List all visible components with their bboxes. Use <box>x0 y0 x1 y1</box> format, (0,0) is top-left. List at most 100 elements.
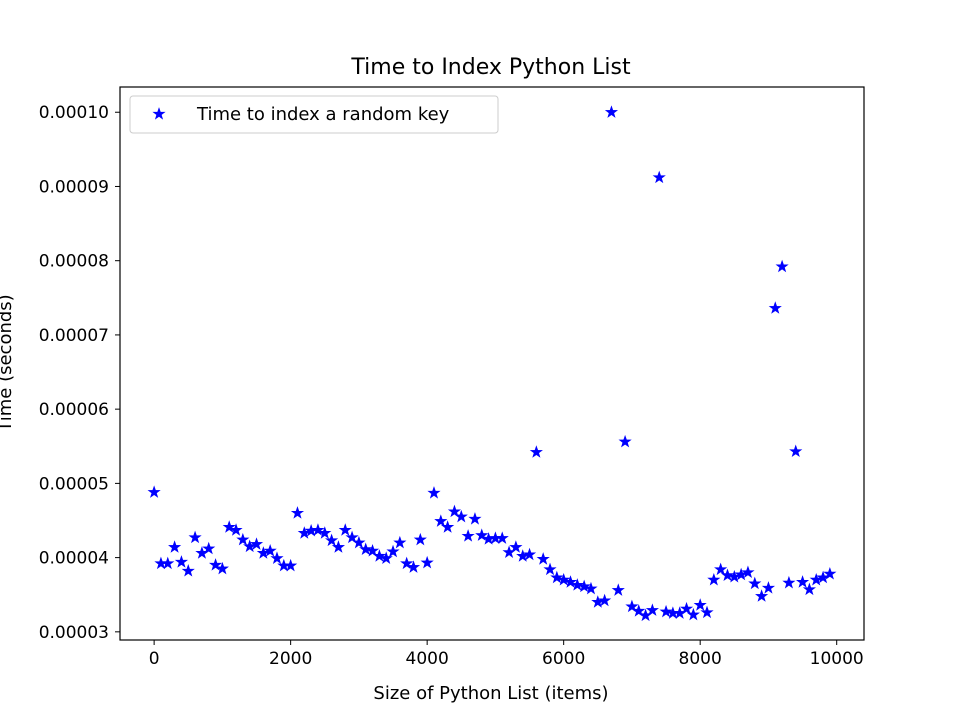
x-tick-label: 6000 <box>542 649 585 669</box>
y-tick-label: 0.00010 <box>39 103 109 123</box>
data-point <box>598 593 612 607</box>
y-tick-label: 0.00003 <box>39 623 109 643</box>
data-point <box>188 530 202 544</box>
legend-box <box>129 95 499 134</box>
data-point <box>775 259 789 273</box>
data-point <box>318 526 332 539</box>
data-point <box>372 549 386 562</box>
data-point <box>420 555 434 569</box>
data-point <box>563 575 578 588</box>
data-point <box>365 544 380 557</box>
data-point <box>652 170 666 184</box>
data-point <box>359 542 373 556</box>
y-tick-label: 0.00006 <box>39 400 109 420</box>
x-tick-label: 4000 <box>406 649 449 669</box>
data-point <box>720 568 735 582</box>
data-point <box>352 535 366 549</box>
data-point <box>802 582 816 596</box>
x-tick-label: 0 <box>149 649 160 669</box>
data-point <box>161 556 175 570</box>
chart-title: Time to Index Python List <box>350 55 631 80</box>
data-point <box>768 301 782 314</box>
data-point <box>625 599 639 613</box>
data-point <box>714 562 728 576</box>
x-tick-label: 2000 <box>269 649 312 669</box>
data-point <box>406 560 421 573</box>
data-point <box>741 565 755 579</box>
data-point <box>693 598 707 611</box>
data-point <box>611 583 625 596</box>
data-point <box>325 533 339 547</box>
data-point <box>495 531 509 544</box>
data-point <box>434 514 448 527</box>
data-point <box>522 547 537 561</box>
data-point <box>679 601 694 615</box>
data-point <box>441 520 455 533</box>
data-point <box>618 434 632 448</box>
data-point <box>782 575 796 589</box>
data-point <box>338 523 352 536</box>
data-point <box>468 512 482 525</box>
x-axis-label: Size of Python List (items) <box>373 683 608 704</box>
x-tick-label: 8000 <box>679 649 722 669</box>
data-point <box>509 540 523 553</box>
data-point <box>263 544 277 557</box>
data-point <box>632 604 646 617</box>
data-point <box>290 506 305 519</box>
data-point <box>823 567 837 580</box>
data-point <box>604 105 619 118</box>
data-point <box>536 552 550 565</box>
data-point <box>413 532 427 546</box>
data-point <box>686 607 700 621</box>
plot-area: 0 2000 4000 6000 8000 10000 0.000030.000040.0… <box>39 86 865 669</box>
data-point <box>447 504 462 518</box>
y-tick-label: 0.00009 <box>39 177 109 197</box>
data-point <box>208 558 223 571</box>
data-point <box>270 551 284 564</box>
data-point <box>570 578 584 591</box>
data-point <box>379 551 393 564</box>
data-point <box>454 509 468 523</box>
data-point <box>789 444 803 458</box>
data-point <box>584 581 598 595</box>
data-point <box>168 540 182 553</box>
y-axis: 0.00003 0.00004 0.00005 0.00006 0.00007 0.000… <box>39 103 120 643</box>
data-point <box>174 555 189 568</box>
data-point <box>557 572 571 586</box>
data-point <box>215 561 229 575</box>
y-tick-label: 0.00005 <box>39 474 109 494</box>
axes-frame <box>119 86 865 641</box>
data-point <box>700 605 714 619</box>
data-point <box>659 604 673 618</box>
x-tick-label: 10000 <box>810 649 864 669</box>
data-point <box>229 523 243 536</box>
data-point <box>147 485 161 498</box>
data-point <box>202 541 216 555</box>
data-point <box>707 572 721 586</box>
data-points <box>147 105 837 622</box>
data-point <box>475 528 489 541</box>
data-point <box>181 564 195 577</box>
data-point <box>386 544 400 558</box>
x-axis: 0 2000 4000 6000 8000 10000 <box>149 640 864 669</box>
data-point <box>755 589 769 602</box>
data-point <box>249 537 264 550</box>
data-point <box>645 603 659 616</box>
y-tick-label: 0.00007 <box>39 326 109 346</box>
legend: Time to index a random key <box>129 95 499 134</box>
data-point <box>311 523 325 536</box>
data-point <box>222 520 236 533</box>
y-axis-label: Time (seconds) <box>0 294 16 432</box>
data-point <box>427 486 441 499</box>
data-point <box>461 529 475 542</box>
data-point <box>393 535 407 549</box>
data-point <box>761 581 776 594</box>
legend-star-marker <box>152 107 166 120</box>
data-point <box>236 532 250 546</box>
data-point <box>345 530 359 544</box>
legend-label: Time to index a random key <box>196 104 450 125</box>
y-tick-label: 0.00008 <box>39 252 109 272</box>
data-point <box>543 562 557 576</box>
data-point <box>577 579 591 593</box>
